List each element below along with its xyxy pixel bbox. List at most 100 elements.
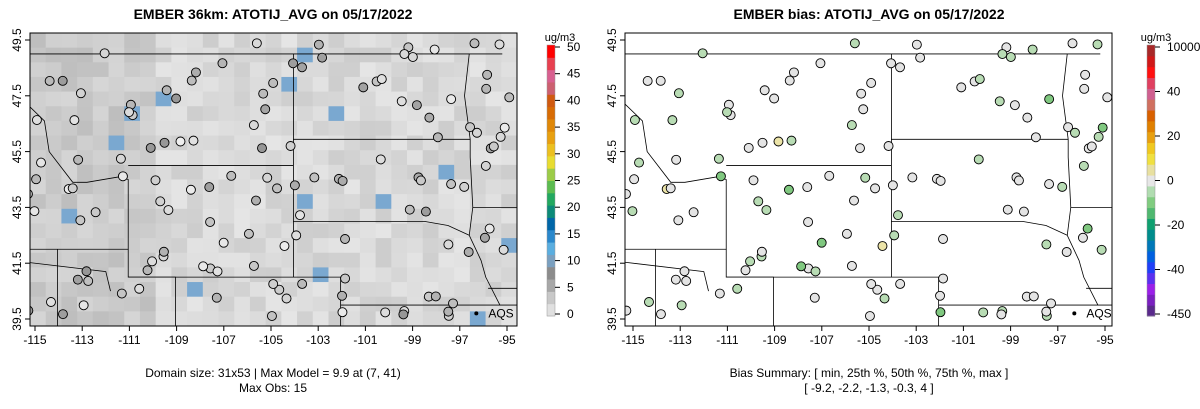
- station-marker: [30, 206, 40, 217]
- model-grid-cell: [171, 120, 188, 137]
- station-marker: [31, 174, 42, 185]
- colorbar-label: 0: [567, 307, 574, 321]
- model-grid-cell: [108, 238, 125, 254]
- colorbar-swatch: [1147, 120, 1155, 133]
- station-marker: [75, 88, 86, 99]
- model-grid-cell: [281, 194, 298, 210]
- model-grid-cell: [344, 223, 361, 239]
- model-grid-cell: [171, 47, 188, 63]
- model-grid-cell: [469, 296, 487, 312]
- model-grid-cell: [501, 311, 517, 326]
- model-grid-cell: [108, 208, 125, 224]
- model-grid-cell: [344, 194, 361, 210]
- model-grid-cell: [312, 62, 329, 78]
- model-grid-cell: [359, 179, 377, 195]
- model-grid-cell: [108, 91, 125, 107]
- model-grid-cell: [234, 252, 251, 268]
- model-grid-cell: [124, 179, 141, 195]
- station-marker: [846, 260, 857, 271]
- station-marker: [673, 215, 684, 226]
- x-tick-label: -107: [212, 333, 236, 347]
- model-grid-cell: [407, 106, 424, 122]
- model-grid-cell: [469, 238, 487, 254]
- state-border: [625, 261, 709, 292]
- model-grid-cell: [485, 208, 502, 224]
- station-marker: [788, 67, 799, 78]
- right-caption-1: Bias Summary: [ min, 25th %, 50th %, 75t…: [730, 366, 1009, 380]
- station-marker: [243, 228, 254, 239]
- station-marker: [879, 293, 890, 304]
- model-grid-cell: [45, 208, 62, 224]
- model-grid-cell: [501, 296, 517, 312]
- station-marker: [1077, 232, 1088, 243]
- station-marker: [295, 210, 305, 221]
- colorbar-swatch: [547, 155, 555, 169]
- model-grid-cell: [202, 238, 220, 254]
- colorbar-swatch: [1147, 185, 1155, 198]
- model-grid-cell: [344, 47, 361, 63]
- colorbar-swatch: [547, 69, 555, 83]
- station-marker: [1027, 44, 1038, 55]
- station-marker: [676, 300, 687, 311]
- model-grid-cell: [45, 311, 62, 326]
- model-grid-cell: [124, 296, 141, 312]
- model-grid-cell: [108, 296, 125, 312]
- colorbar-swatch: [547, 180, 555, 194]
- station-marker: [855, 143, 865, 154]
- model-grid-cell: [281, 33, 298, 49]
- model-grid-cell: [469, 135, 487, 151]
- model-grid-cell: [297, 106, 314, 122]
- station-marker: [171, 93, 182, 104]
- model-grid-cell: [391, 267, 408, 283]
- station-marker: [644, 297, 654, 307]
- model-grid-cell: [45, 179, 62, 195]
- model-grid-cell: [139, 33, 157, 49]
- model-grid-cell: [234, 296, 251, 312]
- model-grid-cell: [407, 311, 424, 326]
- station-marker: [743, 142, 754, 153]
- station-marker: [665, 183, 676, 194]
- model-grid-cell: [312, 223, 329, 239]
- model-grid-cell: [30, 311, 47, 326]
- plot-frame: [29, 32, 518, 327]
- model-grid-cell: [454, 208, 471, 224]
- model-grid-cell: [249, 62, 267, 78]
- station-marker: [30, 305, 34, 316]
- station-marker: [1044, 179, 1055, 190]
- station-marker: [893, 210, 903, 221]
- station-marker: [815, 58, 826, 69]
- model-grid-cell: [312, 252, 329, 268]
- model-grid-cell: [375, 164, 392, 180]
- station-marker: [488, 141, 499, 152]
- model-grid-cell: [312, 194, 329, 210]
- station-marker: [1061, 247, 1072, 257]
- colorbar-swatch: [1147, 229, 1155, 241]
- model-grid-cell: [422, 311, 439, 326]
- model-grid-cell: [218, 223, 235, 239]
- station-marker: [31, 115, 42, 126]
- model-grid-cell: [375, 179, 392, 195]
- x-tick-label: -103: [306, 333, 330, 347]
- model-grid-cell: [218, 252, 235, 268]
- model-grid-cell: [139, 47, 157, 63]
- station-marker: [938, 234, 948, 244]
- model-grid-cell: [249, 296, 267, 312]
- model-grid-cell: [265, 47, 282, 63]
- station-marker: [911, 39, 922, 50]
- model-grid-cell: [30, 76, 47, 93]
- model-grid-cell: [422, 120, 439, 137]
- y-tick-label: 41.5: [10, 251, 24, 275]
- model-grid-cell: [328, 106, 345, 122]
- station-marker: [1041, 239, 1052, 250]
- model-grid-cell: [234, 135, 251, 151]
- model-grid-cell: [454, 311, 471, 326]
- model-grid-cell: [485, 311, 502, 326]
- station-marker: [627, 206, 638, 217]
- station-marker: [481, 83, 492, 94]
- model-grid-cell: [108, 33, 125, 49]
- station-marker: [124, 107, 134, 118]
- model-grid-cell: [438, 223, 455, 239]
- model-grid-cell: [485, 252, 502, 268]
- model-grid-cell: [30, 91, 47, 107]
- model-grid-cell: [312, 296, 329, 312]
